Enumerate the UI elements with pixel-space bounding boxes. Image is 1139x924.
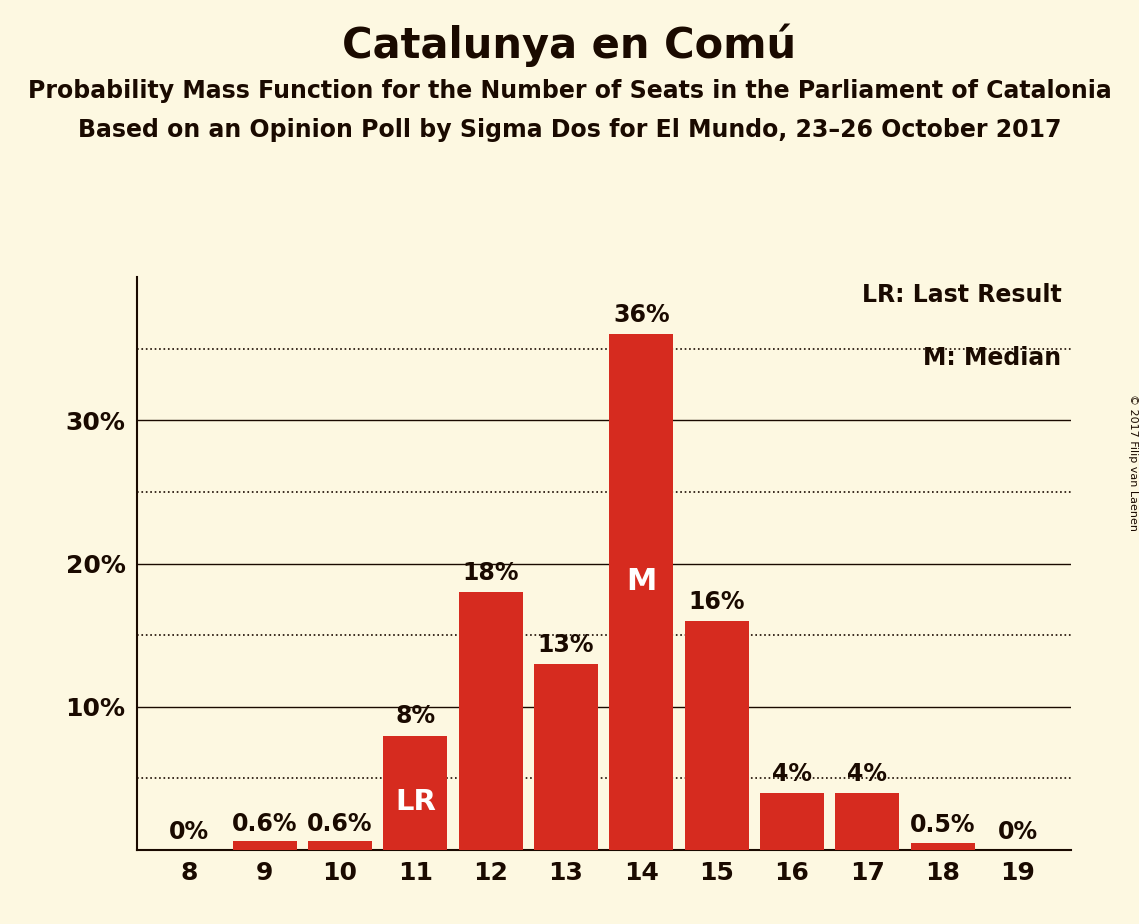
Text: 4%: 4%: [847, 761, 887, 785]
Text: © 2017 Filip van Laenen: © 2017 Filip van Laenen: [1129, 394, 1138, 530]
Text: 18%: 18%: [462, 561, 519, 585]
Text: M: M: [626, 567, 656, 597]
Text: 0.6%: 0.6%: [232, 812, 297, 835]
Bar: [308, 842, 372, 850]
Text: LR: LR: [395, 788, 436, 816]
Text: LR: Last Result: LR: Last Result: [861, 283, 1062, 307]
Bar: [609, 334, 673, 850]
Text: Based on an Opinion Poll by Sigma Dos for El Mundo, 23–26 October 2017: Based on an Opinion Poll by Sigma Dos fo…: [77, 118, 1062, 142]
Text: 36%: 36%: [613, 303, 670, 327]
Bar: [910, 843, 975, 850]
Bar: [685, 621, 748, 850]
Bar: [232, 842, 297, 850]
Text: Catalunya en Comú: Catalunya en Comú: [343, 23, 796, 67]
Text: 8%: 8%: [395, 704, 435, 728]
Text: M: Median: M: Median: [924, 346, 1062, 370]
Text: 4%: 4%: [772, 761, 812, 785]
Text: 0.5%: 0.5%: [910, 813, 975, 837]
Bar: [384, 736, 448, 850]
Text: 0%: 0%: [998, 821, 1038, 845]
Bar: [835, 793, 900, 850]
Bar: [760, 793, 823, 850]
Text: 0%: 0%: [170, 821, 210, 845]
Text: Probability Mass Function for the Number of Seats in the Parliament of Catalonia: Probability Mass Function for the Number…: [27, 79, 1112, 103]
Bar: [534, 663, 598, 850]
Text: 16%: 16%: [688, 590, 745, 614]
Text: 13%: 13%: [538, 633, 595, 657]
Text: 0.6%: 0.6%: [308, 812, 372, 835]
Bar: [459, 592, 523, 850]
